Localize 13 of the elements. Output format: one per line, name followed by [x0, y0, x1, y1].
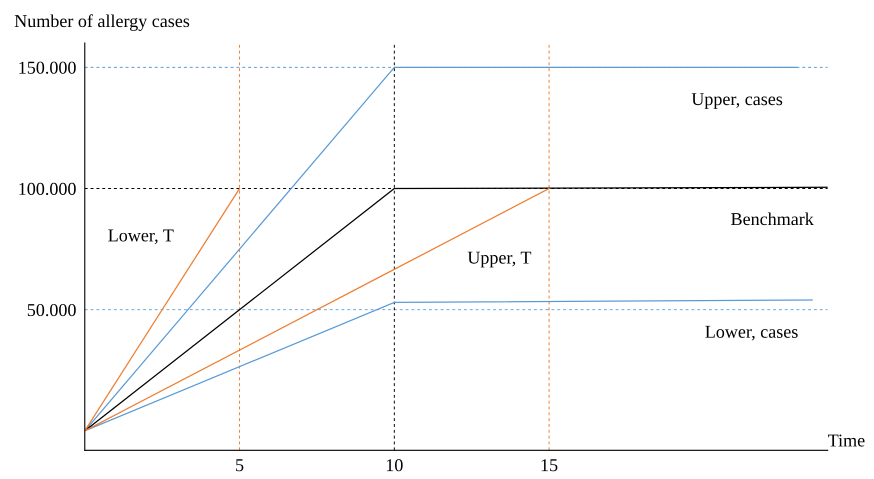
- series-label: Upper, T: [468, 252, 532, 268]
- y-axis-title: Number of allergy cases: [14, 14, 190, 31]
- series-label: Benchmark: [731, 212, 814, 226]
- x-axis-title: Time: [828, 434, 865, 447]
- x-tick-label: 10: [386, 459, 403, 472]
- y-tick-label: 50.000: [28, 304, 76, 316]
- y-tick-label: 150.000: [19, 62, 76, 74]
- series-label: Upper, cases: [692, 93, 782, 109]
- series-label: Lower, T: [108, 230, 174, 244]
- x-tick-label: 5: [236, 459, 244, 472]
- series-label: Lower, cases: [705, 326, 798, 340]
- x-tick-label: 15: [542, 459, 558, 472]
- y-tick-label: 100.000: [19, 182, 76, 196]
